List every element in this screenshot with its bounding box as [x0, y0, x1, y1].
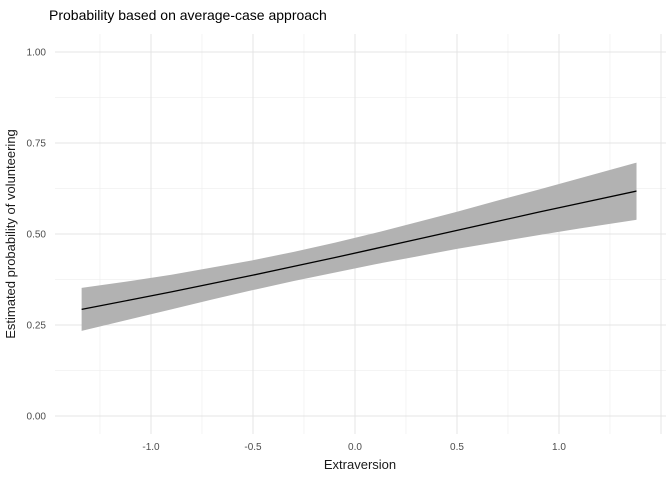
x-tick-label: -0.5 [244, 442, 262, 453]
x-axis-title: Extraversion [324, 457, 396, 472]
regression-line [81, 190, 637, 310]
x-tick-label: -1.0 [142, 442, 160, 453]
major-gridlines [55, 34, 666, 434]
y-axis-tick-labels: 0.00 0.25 0.50 0.75 1.00 [27, 48, 47, 423]
x-tick-label: 1.0 [552, 442, 566, 453]
y-tick-label: 0.75 [27, 139, 47, 150]
y-tick-label: 0.50 [27, 230, 47, 241]
y-tick-label: 0.25 [27, 320, 47, 331]
chart-title: Probability based on average-case approa… [49, 7, 327, 23]
x-tick-label: 0.5 [450, 442, 464, 453]
y-axis-title: Estimated probability of volunteering [3, 129, 18, 339]
x-axis-tick-labels: -1.0 -0.5 0.0 0.5 1.0 [142, 442, 566, 453]
confidence-ribbon [81, 162, 637, 331]
y-tick-label: 1.00 [27, 48, 47, 59]
x-tick-label: 0.0 [348, 442, 362, 453]
y-tick-label: 0.00 [27, 411, 47, 422]
